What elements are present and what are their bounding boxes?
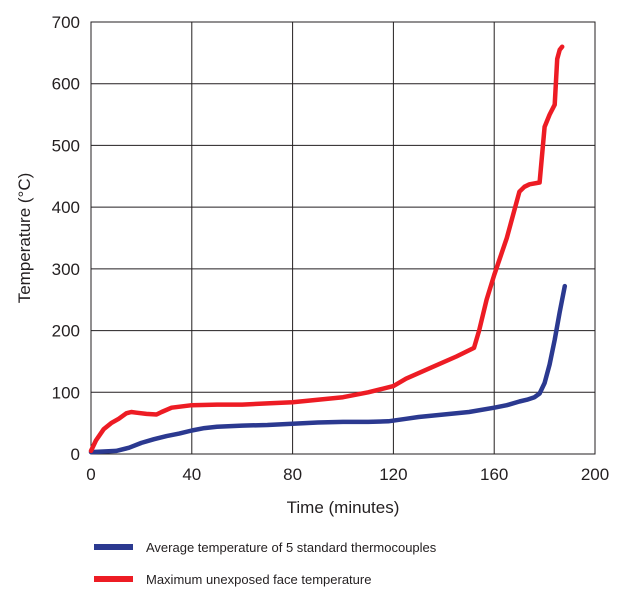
legend-label-average: Average temperature of 5 standard thermo… (146, 539, 437, 555)
legend-swatch-average (94, 544, 133, 550)
tick-labels: 0 40 80 120 160 200 0 100 200 300 400 500 600 700 (52, 13, 610, 484)
y-tick-label: 500 (52, 136, 80, 155)
legend: Average temperature of 5 standard thermo… (94, 537, 436, 601)
series-line-maximum (88, 44, 565, 454)
y-tick-label: 300 (52, 260, 80, 279)
legend-swatch-maximum (94, 576, 133, 582)
x-tick-label: 160 (480, 465, 508, 484)
y-axis-title: Temperature (°C) (15, 173, 34, 304)
x-tick-label: 120 (379, 465, 407, 484)
plot-area (90, 21, 596, 455)
x-axis-title: Time (minutes) (287, 498, 400, 517)
legend-item-maximum: Maximum unexposed face temperature (94, 569, 436, 589)
grid-lines (90, 21, 596, 455)
x-tick-label: 40 (182, 465, 201, 484)
y-tick-label: 0 (71, 445, 80, 464)
legend-label-maximum: Maximum unexposed face temperature (146, 571, 372, 587)
x-tick-label: 0 (86, 465, 95, 484)
series-line-average (88, 283, 568, 455)
y-tick-label: 200 (52, 322, 80, 341)
x-tick-label: 200 (581, 465, 609, 484)
y-tick-label: 100 (52, 383, 80, 402)
series-layer (88, 44, 568, 455)
legend-item-average: Average temperature of 5 standard thermo… (94, 537, 436, 557)
y-tick-label: 400 (52, 198, 80, 217)
x-tick-label: 80 (283, 465, 302, 484)
y-tick-label: 700 (52, 13, 80, 32)
y-tick-label: 600 (52, 75, 80, 94)
